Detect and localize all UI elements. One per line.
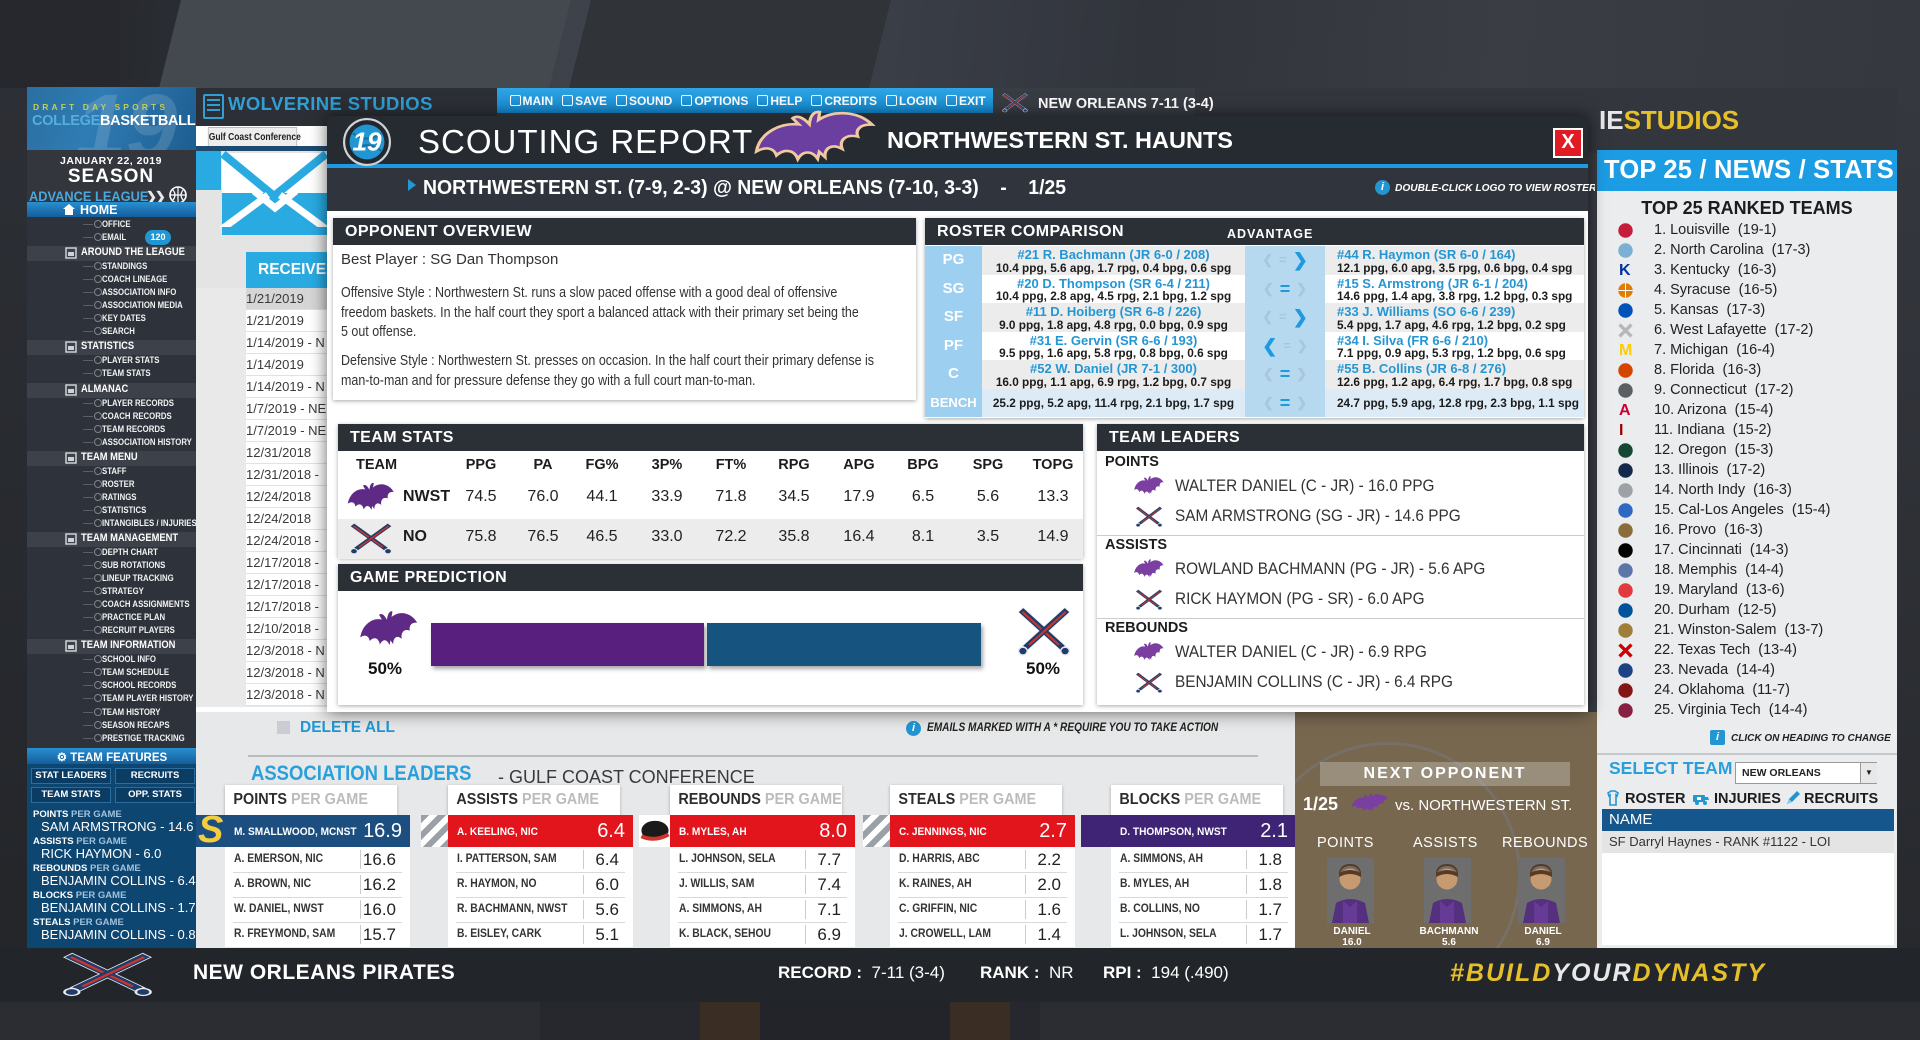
svg-text:19: 19: [352, 127, 382, 157]
